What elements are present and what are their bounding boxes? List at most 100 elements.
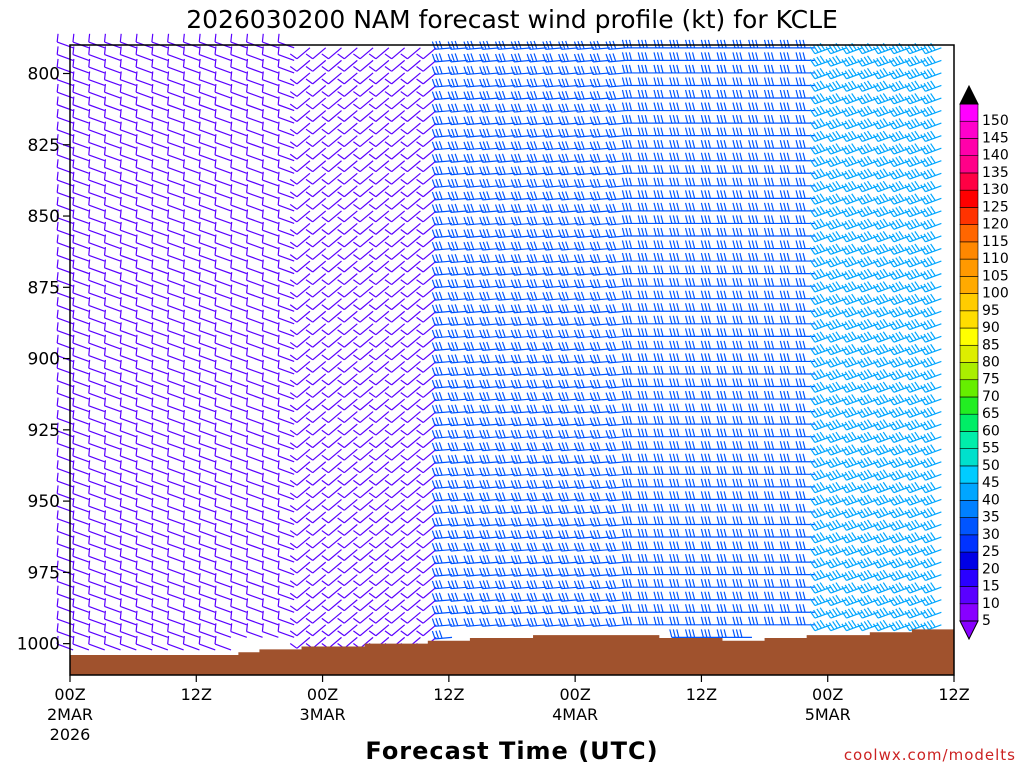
barb-staff <box>343 298 358 311</box>
barb-flag-full <box>514 342 519 351</box>
barb-flag-full <box>447 292 452 301</box>
wind-barb <box>321 85 342 97</box>
barb-flag-full <box>454 567 459 576</box>
barb-flag-full <box>214 209 217 218</box>
barb-staff <box>230 518 248 526</box>
barb-staff <box>391 536 406 549</box>
barb-flag-full <box>277 196 280 206</box>
barb-flag-full <box>494 517 499 527</box>
barb-flag-full <box>466 153 471 163</box>
barb-staff <box>230 380 248 388</box>
wind-barb <box>416 498 437 511</box>
barb-flag-full <box>400 216 408 223</box>
wind-barb <box>337 185 358 198</box>
barb-flag-full <box>451 354 455 363</box>
barb-flag-full <box>353 567 361 574</box>
wind-barb <box>151 184 169 199</box>
wind-barb <box>88 510 105 526</box>
barb-staff <box>343 524 358 536</box>
barb-flag-full <box>400 429 408 436</box>
barb-flag-full <box>494 53 499 63</box>
barb-staff <box>72 129 90 137</box>
barb-flag-full <box>214 284 217 293</box>
barb-staff <box>466 298 484 301</box>
wind-barb <box>431 203 453 213</box>
barb-flag-full <box>451 530 455 539</box>
barb-staff <box>422 436 437 449</box>
barb-flag-full <box>400 379 408 386</box>
barb-flag-full <box>230 83 233 93</box>
barb-staff <box>88 104 105 112</box>
wind-barb <box>72 221 90 237</box>
barb-staff <box>88 254 105 262</box>
barb-flag-full <box>416 316 424 323</box>
wind-barb <box>182 284 200 300</box>
wind-barb <box>510 517 531 527</box>
wind-barb <box>182 610 200 626</box>
barb-flag-full <box>517 379 522 388</box>
barb-flag-full <box>435 404 440 413</box>
barb-staff <box>391 486 406 499</box>
wind-barb <box>56 548 74 563</box>
barb-flag-full <box>88 83 91 93</box>
wind-barb <box>447 279 468 289</box>
barb-flag-full <box>514 316 519 326</box>
barb-flag-full <box>435 530 440 539</box>
barb-flag-full <box>135 121 138 130</box>
barb-flag-full <box>56 472 59 482</box>
wind-barb <box>289 498 311 511</box>
barb-staff <box>246 493 263 500</box>
barb-staff <box>407 97 421 110</box>
barb-flag-full <box>353 429 361 436</box>
wind-barb <box>305 273 327 286</box>
barb-flag-full <box>470 554 475 564</box>
barb-staff <box>277 79 295 87</box>
barb-flag-full <box>230 334 233 344</box>
barb-flag-full <box>482 254 487 263</box>
barb-flag-full <box>479 467 484 476</box>
barb-staff <box>513 84 531 88</box>
wind-barb <box>353 122 374 135</box>
barb-staff <box>482 473 500 477</box>
barb-flag-full <box>494 204 499 213</box>
wind-barb <box>431 115 453 126</box>
wind-barb <box>337 574 358 587</box>
barb-flag-full <box>514 191 519 200</box>
wind-barb <box>182 548 200 563</box>
wind-barb <box>88 497 105 513</box>
barb-flag-full <box>517 53 522 62</box>
barb-staff <box>312 197 327 210</box>
barb-staff <box>513 348 531 351</box>
barb-flag-full <box>119 447 122 457</box>
barb-flag-full <box>454 492 459 501</box>
barb-staff <box>343 197 358 210</box>
barb-staff <box>391 549 406 561</box>
wind-barb <box>494 404 516 414</box>
wind-barb <box>384 210 406 223</box>
wind-barb <box>289 197 311 210</box>
barb-flag-full <box>151 610 154 620</box>
barb-flag-full <box>353 454 361 461</box>
wind-barb <box>151 71 169 87</box>
barb-staff <box>466 47 484 50</box>
barb-staff <box>277 217 295 225</box>
barb-flag-full <box>447 455 452 464</box>
barb-flag-full <box>305 454 314 461</box>
wind-barb <box>135 46 153 61</box>
barb-flag-full <box>88 309 91 319</box>
wind-barb <box>416 273 437 286</box>
barb-staff <box>482 398 500 402</box>
barb-staff <box>151 91 169 99</box>
barb-flag-full <box>337 442 345 449</box>
barb-staff <box>375 498 390 511</box>
barb-staff <box>529 273 547 276</box>
barb-flag-full <box>451 279 455 288</box>
barb-staff <box>230 267 248 275</box>
wind-barb <box>182 384 200 400</box>
barb-flag-full <box>498 542 503 551</box>
barb-staff <box>151 66 169 74</box>
barb-flag-full <box>72 635 75 645</box>
barb-staff <box>391 85 406 97</box>
barb-staff <box>120 580 137 588</box>
barb-flag-full <box>277 309 280 319</box>
